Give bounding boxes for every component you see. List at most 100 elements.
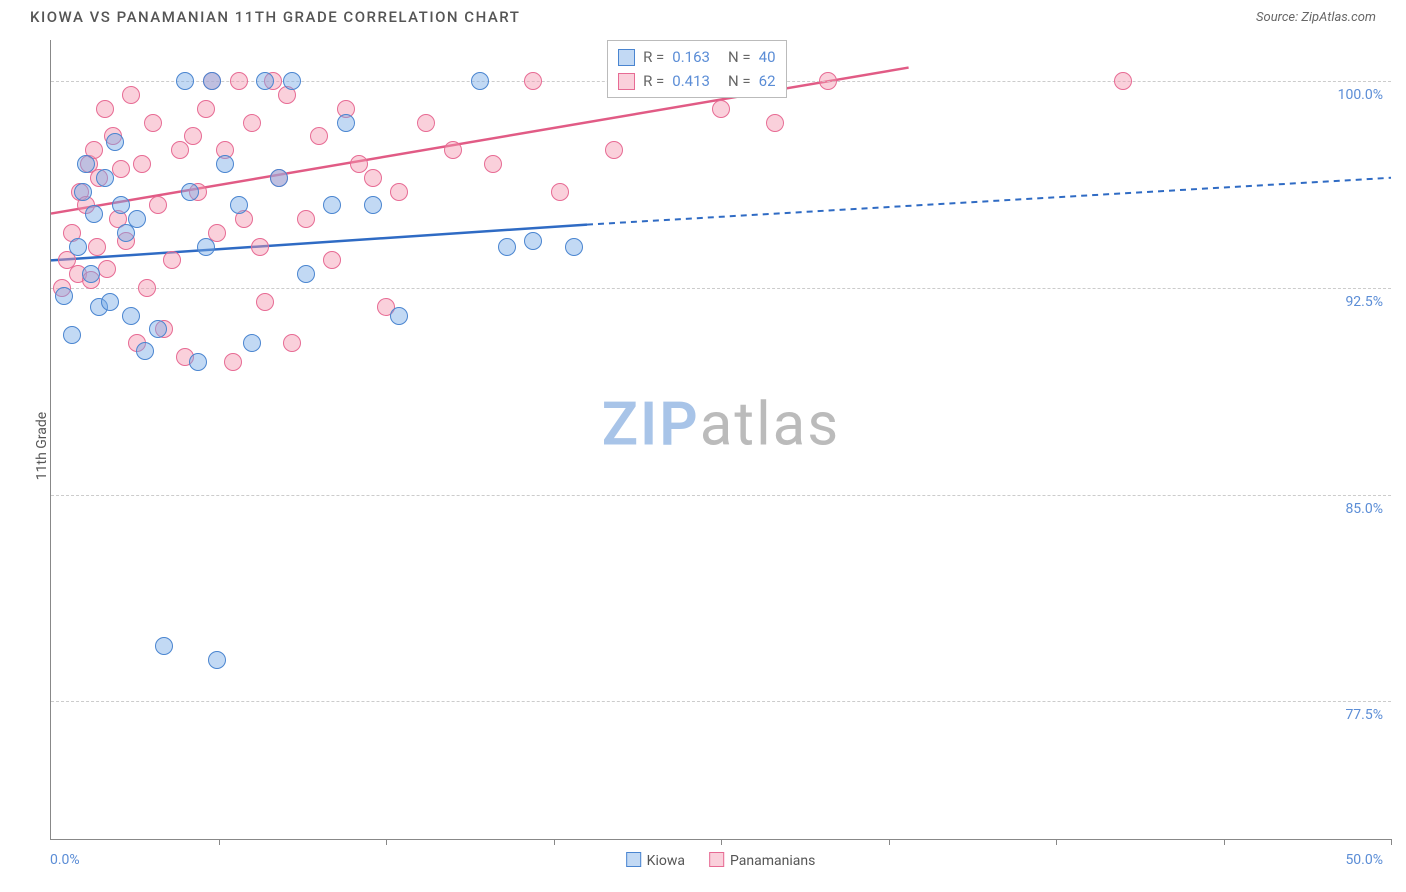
data-point [155,637,173,655]
y-tick-label: 77.5% [1345,707,1383,723]
data-point [565,238,583,256]
stats-box: R = 0.163 N = 40R = 0.413 N = 62 [607,40,786,98]
data-point [283,334,301,352]
data-point [819,72,837,90]
x-tick [1391,839,1392,845]
y-tick-label: 92.5% [1345,294,1383,310]
data-point [390,183,408,201]
data-point [364,196,382,214]
scatter-chart: ZIPatlas 77.5%85.0%92.5%100.0%R =0.163N … [50,40,1391,840]
data-point [524,72,542,90]
data-point [283,72,301,90]
data-point [224,353,242,371]
gridline-h [51,288,1391,289]
data-point [82,265,100,283]
data-point [112,160,130,178]
data-point [1114,72,1132,90]
data-point [323,251,341,269]
data-point [251,238,269,256]
data-point [136,342,154,360]
stats-row: R = 0.413 N = 62 [618,69,775,93]
gridline-h [51,701,1391,702]
data-point [189,353,207,371]
data-point [310,127,328,145]
data-point [297,210,315,228]
data-point [184,127,202,145]
stat-n-value: 62 [759,69,776,93]
data-point [230,196,248,214]
legend-swatch [618,49,635,66]
legend-label: Kiowa [647,853,685,869]
data-point [297,265,315,283]
data-point [133,155,151,173]
data-point [74,183,92,201]
x-tick [889,839,890,845]
y-tick-label: 100.0% [1338,87,1383,103]
data-point [96,100,114,118]
data-point [203,72,221,90]
data-point [524,232,542,250]
y-tick-label: 85.0% [1345,501,1383,517]
data-point [112,196,130,214]
stat-r-label: R = [643,69,664,93]
data-point [138,279,156,297]
data-point [216,155,234,173]
data-point [766,114,784,132]
data-point [243,114,261,132]
legend-swatch [618,73,635,90]
x-tick [721,839,722,845]
x-max-label: 50.0% [1345,852,1383,868]
x-tick [219,839,220,845]
data-point [128,210,146,228]
data-point [122,86,140,104]
data-point [712,100,730,118]
data-point [471,72,489,90]
data-point [230,72,248,90]
chart-source: Source: ZipAtlas.com [1256,10,1376,25]
data-point [181,183,199,201]
trend-lines [51,40,1391,839]
stat-r-label: R = [643,45,664,69]
data-point [69,238,87,256]
chart-header: KIOWA VS PANAMANIAN 11TH GRADE CORRELATI… [0,0,1406,38]
data-point [96,169,114,187]
data-point [417,114,435,132]
data-point [85,205,103,223]
data-point [163,251,181,269]
trend-line-dash [587,178,1391,225]
data-point [197,238,215,256]
legend-item: Kiowa [626,852,685,869]
stat-r-value: 0.163 [672,45,710,69]
x-tick [1224,839,1225,845]
data-point [77,155,95,173]
x-tick [1056,839,1057,845]
data-point [88,238,106,256]
data-point [122,307,140,325]
data-point [498,238,516,256]
data-point [323,196,341,214]
data-point [171,141,189,159]
data-point [256,293,274,311]
data-point [256,72,274,90]
data-point [106,133,124,151]
x-tick [554,839,555,845]
data-point [364,169,382,187]
data-point [337,114,355,132]
data-point [176,72,194,90]
gridline-h [51,495,1391,496]
data-point [551,183,569,201]
data-point [101,293,119,311]
stat-n-label: N = [728,69,751,93]
y-axis-label: 11th Grade [34,412,50,480]
x-tick [386,839,387,845]
data-point [444,141,462,159]
data-point [605,141,623,159]
legend-swatch [709,852,724,867]
stat-n-value: 40 [759,45,776,69]
data-point [55,287,73,305]
data-point [270,169,288,187]
data-point [243,334,261,352]
legend: KiowaPanamanians [626,852,816,869]
data-point [208,651,226,669]
stat-r-value: 0.413 [672,69,710,93]
